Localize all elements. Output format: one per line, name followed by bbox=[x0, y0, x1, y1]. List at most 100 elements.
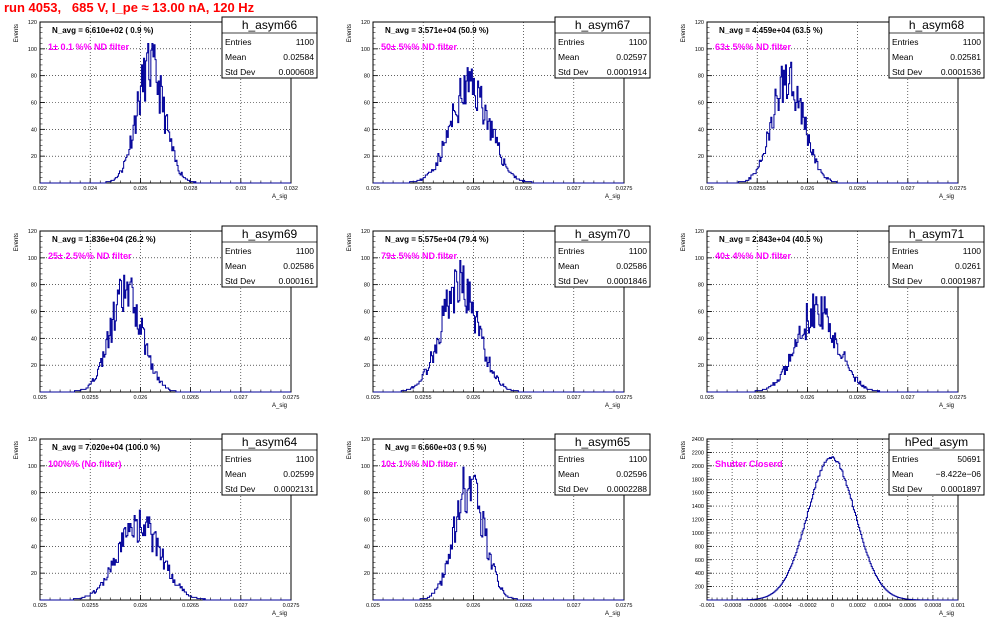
stats-value: 50691 bbox=[957, 454, 981, 464]
y-tick-label: 120 bbox=[28, 437, 37, 443]
y-tick-label: 1600 bbox=[692, 491, 704, 497]
y-tick-label: 100 bbox=[361, 256, 370, 262]
x-tick-label: 0.03 bbox=[235, 186, 246, 192]
x-tick-label: 0.0255 bbox=[749, 186, 766, 192]
y-tick-label: 40 bbox=[364, 544, 370, 550]
x-tick-label: 0.026 bbox=[134, 603, 148, 609]
histogram-panel-h_asym65: 0.025 0.0255 0.026 0.0265 0.027 0.0275 20 40 60 8… bbox=[347, 433, 651, 617]
x-axis-title: A_sig bbox=[272, 194, 287, 200]
histogram-panel-h_asym68: 0.025 0.0255 0.026 0.0265 0.027 0.0275 20 40 60 8… bbox=[681, 16, 985, 200]
y-tick-label: 80 bbox=[364, 283, 370, 289]
x-tick-label: 0.0265 bbox=[515, 186, 532, 192]
x-tick-label: 0.024 bbox=[83, 186, 97, 192]
stats-value: 0.02597 bbox=[616, 52, 647, 62]
y-tick-label: 80 bbox=[31, 74, 37, 80]
y-axis-title: Events bbox=[681, 233, 687, 251]
stats-label: Mean bbox=[225, 469, 247, 479]
x-tick-label: 0.0002 bbox=[849, 603, 866, 609]
x-tick-label: 0.0006 bbox=[899, 603, 916, 609]
y-tick-label: 80 bbox=[698, 283, 704, 289]
filter-annotation: 63± 5%% ND filter bbox=[715, 42, 791, 52]
x-tick-label: 0.025 bbox=[366, 395, 380, 401]
x-tick-label: 0.032 bbox=[284, 186, 298, 192]
x-axis-title: A_sig bbox=[605, 611, 620, 617]
x-axis-title: A_sig bbox=[605, 194, 620, 200]
x-tick-label: 0.027 bbox=[567, 186, 581, 192]
x-tick-label: 0.0275 bbox=[950, 395, 967, 401]
y-tick-label: 200 bbox=[695, 585, 704, 591]
x-tick-label: 0.026 bbox=[801, 186, 815, 192]
x-tick-label: 0.0265 bbox=[515, 603, 532, 609]
stats-value: 1100 bbox=[296, 246, 315, 256]
x-tick-label: 0.0008 bbox=[924, 603, 941, 609]
stats-label: Entries bbox=[558, 246, 584, 256]
stats-value: 0.0001536 bbox=[941, 67, 981, 77]
stats-value: 0.02581 bbox=[950, 52, 981, 62]
y-tick-label: 2000 bbox=[692, 464, 704, 470]
stats-value: 1100 bbox=[963, 37, 982, 47]
x-tick-label: 0.0275 bbox=[616, 186, 633, 192]
y-tick-label: 60 bbox=[698, 101, 704, 107]
x-tick-label: 0.0265 bbox=[182, 395, 199, 401]
x-tick-label: 0.027 bbox=[567, 395, 581, 401]
histogram-panel-h_asym64: 0.025 0.0255 0.026 0.0265 0.027 0.0275 20 40 60 8… bbox=[14, 433, 318, 617]
stats-value: 1100 bbox=[629, 454, 648, 464]
y-tick-label: 60 bbox=[364, 101, 370, 107]
y-tick-label: 40 bbox=[698, 127, 704, 133]
stats-box-frame bbox=[221, 16, 318, 79]
stats-label: Mean bbox=[892, 52, 914, 62]
filter-annotation: 50± 5%% ND filter bbox=[381, 42, 457, 52]
y-tick-label: 100 bbox=[28, 464, 37, 470]
stats-label: Std Dev bbox=[892, 67, 923, 77]
stats-label: Entries bbox=[225, 454, 251, 464]
y-tick-label: 100 bbox=[28, 47, 37, 53]
x-axis-title: A_sig bbox=[939, 611, 954, 617]
y-axis-title: Events bbox=[347, 441, 353, 459]
stats-value: −8.422e−06 bbox=[936, 469, 982, 479]
x-tick-label: 0.0275 bbox=[616, 395, 633, 401]
y-tick-label: 60 bbox=[31, 310, 37, 316]
histogram-line bbox=[40, 509, 291, 601]
y-tick-label: 20 bbox=[698, 363, 704, 369]
y-tick-label: 100 bbox=[28, 256, 37, 262]
stats-label: Entries bbox=[892, 454, 918, 464]
histogram-panel-h_asym69: 0.025 0.0255 0.026 0.0265 0.027 0.0275 20 40 60 8… bbox=[14, 225, 318, 409]
y-axis-title: Events bbox=[681, 24, 687, 42]
x-tick-label: 0.0004 bbox=[874, 603, 891, 609]
stats-box-title: h_asym69 bbox=[242, 227, 298, 241]
y-tick-label: 80 bbox=[698, 74, 704, 80]
x-tick-label: 0.025 bbox=[366, 186, 380, 192]
x-tick-label: 0.026 bbox=[467, 603, 481, 609]
histogram-panel-h_asym67: 0.025 0.0255 0.026 0.0265 0.027 0.0275 20 40 60 8… bbox=[347, 16, 651, 200]
stats-label: Entries bbox=[558, 37, 584, 47]
x-tick-label: 0.026 bbox=[134, 395, 148, 401]
x-tick-label: 0.0255 bbox=[82, 395, 99, 401]
stats-label: Mean bbox=[225, 52, 247, 62]
x-tick-label: 0.0255 bbox=[82, 603, 99, 609]
y-tick-label: 20 bbox=[31, 154, 37, 160]
y-tick-label: 40 bbox=[31, 544, 37, 550]
x-tick-label: 0.0265 bbox=[849, 186, 866, 192]
y-tick-label: 40 bbox=[31, 336, 37, 342]
filter-annotation: Shutter Closerd bbox=[715, 459, 783, 469]
stats-label: Mean bbox=[558, 261, 580, 271]
x-tick-label: 0.0255 bbox=[749, 395, 766, 401]
stats-box-frame bbox=[221, 433, 318, 496]
stats-value: 0.0001846 bbox=[607, 276, 647, 286]
stats-value: 0.02586 bbox=[616, 261, 647, 271]
histogram-line bbox=[707, 293, 958, 393]
stats-box-frame bbox=[554, 225, 651, 288]
y-tick-label: 80 bbox=[364, 74, 370, 80]
y-tick-label: 400 bbox=[695, 571, 704, 577]
x-tick-label: 0.025 bbox=[700, 186, 714, 192]
stats-box-frame bbox=[888, 225, 985, 288]
y-tick-label: 120 bbox=[695, 20, 704, 26]
stats-box-frame bbox=[554, 16, 651, 79]
y-axis-title: Events bbox=[14, 233, 20, 251]
y-tick-label: 80 bbox=[31, 283, 37, 289]
y-axis-title: Events bbox=[347, 233, 353, 251]
x-tick-label: 0.025 bbox=[33, 395, 47, 401]
stats-value: 0.02599 bbox=[283, 469, 314, 479]
y-axis-title: Events bbox=[14, 24, 20, 42]
